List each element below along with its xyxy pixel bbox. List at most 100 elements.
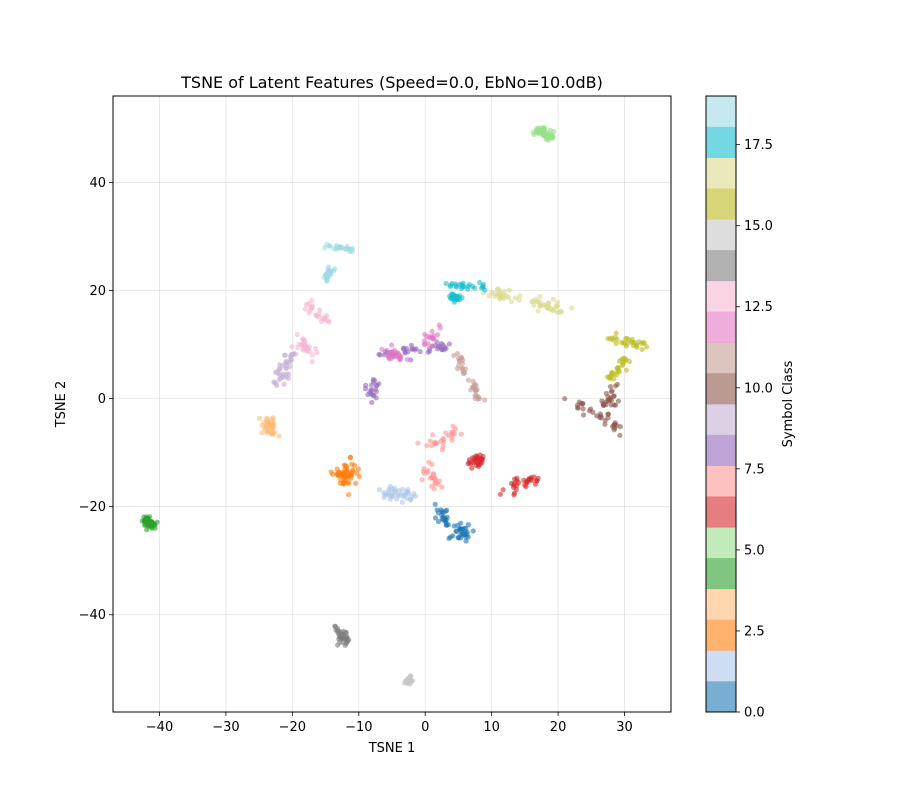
scatter-point-class-16 — [607, 336, 613, 342]
scatter-point-class-10 — [603, 390, 609, 397]
scatter-point-class-8 — [377, 352, 383, 358]
colorbar-frame — [705, 95, 737, 713]
scatter-point-class-6 — [534, 478, 540, 484]
scatter-point-class-5 — [535, 125, 541, 132]
scatter-point-class-2 — [341, 480, 347, 487]
scatter-point-class-9 — [281, 381, 287, 387]
scatter-point-class-7 — [458, 431, 464, 437]
colorbar-segment-18 — [706, 126, 736, 158]
scatter-point-class-18 — [469, 283, 476, 289]
x-axis: −40 −30 −20 −10 0 10 20 30 — [146, 712, 633, 735]
scatter-point-class-13 — [303, 301, 309, 308]
scatter-point-class-13 — [314, 349, 320, 356]
scatter-point-class-16 — [623, 367, 630, 373]
scatter-point-class-11 — [473, 388, 479, 394]
scatter-point-class-17 — [537, 303, 543, 309]
scatter-point-class-13 — [317, 307, 323, 313]
scatter-point-class-9 — [285, 375, 292, 381]
scatter-point-class-6 — [508, 480, 515, 487]
scatter-point-class-10 — [598, 413, 604, 419]
scatter-point-class-0 — [438, 507, 444, 513]
scatter-points — [139, 125, 650, 687]
plot-frame — [112, 95, 672, 713]
scatter-point-class-17 — [535, 298, 541, 305]
scatter-point-class-13 — [289, 344, 295, 350]
scatter-point-class-18 — [449, 294, 455, 300]
scatter-point-class-8 — [401, 345, 407, 351]
scatter-point-class-18 — [448, 282, 454, 288]
scatter-point-class-2 — [341, 462, 348, 468]
scatter-point-class-0 — [432, 515, 439, 521]
scatter-point-class-17 — [546, 300, 552, 306]
scatter-point-class-1 — [411, 490, 417, 497]
y-tick-label: −40 — [79, 608, 106, 623]
colorbar-tick-label: 17.5 — [744, 138, 773, 153]
scatter-point-class-7 — [421, 470, 427, 476]
scatter-point-class-0 — [446, 535, 452, 542]
scatter-point-class-0 — [460, 532, 466, 538]
scatter-point-class-0 — [463, 538, 469, 544]
scatter-point-class-17 — [558, 309, 565, 315]
scatter-point-class-11 — [456, 362, 462, 368]
scatter-point-class-18 — [451, 299, 457, 305]
scatter-point-class-12 — [388, 350, 395, 356]
scatter-point-class-14 — [342, 637, 348, 643]
colorbar-segment-9 — [706, 404, 736, 436]
scatter-point-class-17 — [508, 299, 515, 305]
scatter-point-class-10 — [602, 421, 608, 427]
scatter-point-class-11 — [476, 395, 483, 402]
scatter-point-class-10 — [612, 383, 619, 389]
scatter-point-class-8 — [365, 392, 371, 398]
scatter-point-class-19 — [322, 245, 328, 251]
y-tick-label: −20 — [79, 500, 106, 515]
colorbar-tick-label: 0.0 — [744, 706, 765, 721]
scatter-point-class-10 — [562, 396, 568, 402]
scatter-point-class-7 — [436, 478, 443, 484]
colorbar-segment-3 — [706, 588, 736, 620]
scatter-point-class-3 — [259, 430, 265, 436]
x-axis-label: TSNE 1 — [368, 741, 416, 756]
scatter-point-class-7 — [429, 474, 435, 480]
scatter-point-class-16 — [624, 335, 630, 341]
scatter-point-class-0 — [432, 501, 438, 507]
scatter-point-class-14 — [342, 642, 348, 648]
scatter-point-class-2 — [338, 472, 344, 478]
scatter-point-class-17 — [550, 296, 557, 302]
scatter-point-class-2 — [355, 466, 362, 472]
scatter-point-class-13 — [295, 345, 301, 351]
scatter-point-class-5 — [548, 134, 554, 140]
scatter-point-class-5 — [531, 131, 537, 137]
scatter-point-class-10 — [608, 402, 614, 408]
colorbar-label: Symbol Class — [781, 360, 796, 447]
scatter-point-class-9 — [276, 362, 283, 368]
colorbar-tick-label: 15.0 — [744, 219, 773, 234]
scatter-point-class-17 — [495, 286, 501, 292]
scatter-point-class-9 — [272, 369, 279, 376]
scatter-point-class-6 — [471, 455, 477, 462]
colorbar-segment-4 — [706, 558, 736, 590]
scatter-point-class-18 — [457, 296, 463, 303]
scatter-point-class-10 — [580, 412, 587, 418]
x-tick-label: 10 — [483, 720, 500, 735]
scatter-point-class-10 — [579, 401, 586, 407]
colorbar-ticks: 0.0 2.5 5.0 7.5 10.0 12.5 15.0 17.5 — [736, 138, 773, 721]
x-tick-label: 30 — [616, 720, 633, 735]
scatter-point-class-17 — [503, 293, 509, 299]
scatter-point-class-9 — [282, 352, 288, 358]
scatter-point-class-7 — [429, 483, 435, 489]
colorbar-segment-16 — [706, 188, 736, 220]
scatter-point-class-13 — [309, 352, 316, 358]
colorbar-segment-0 — [706, 681, 736, 713]
scatter-point-class-0 — [465, 522, 471, 528]
colorbar-segment-17 — [706, 157, 736, 189]
scatter-point-class-10 — [615, 398, 622, 404]
scatter-point-class-12 — [398, 353, 404, 360]
scatter-point-class-0 — [450, 533, 456, 539]
scatter-point-class-5 — [547, 127, 553, 133]
scatter-point-class-10 — [612, 425, 618, 431]
scatter-point-class-8 — [425, 349, 431, 355]
scatter-point-class-7 — [426, 459, 432, 465]
scatter-point-class-0 — [443, 508, 449, 514]
scatter-point-class-17 — [554, 303, 560, 309]
scatter-point-class-6 — [510, 484, 517, 490]
